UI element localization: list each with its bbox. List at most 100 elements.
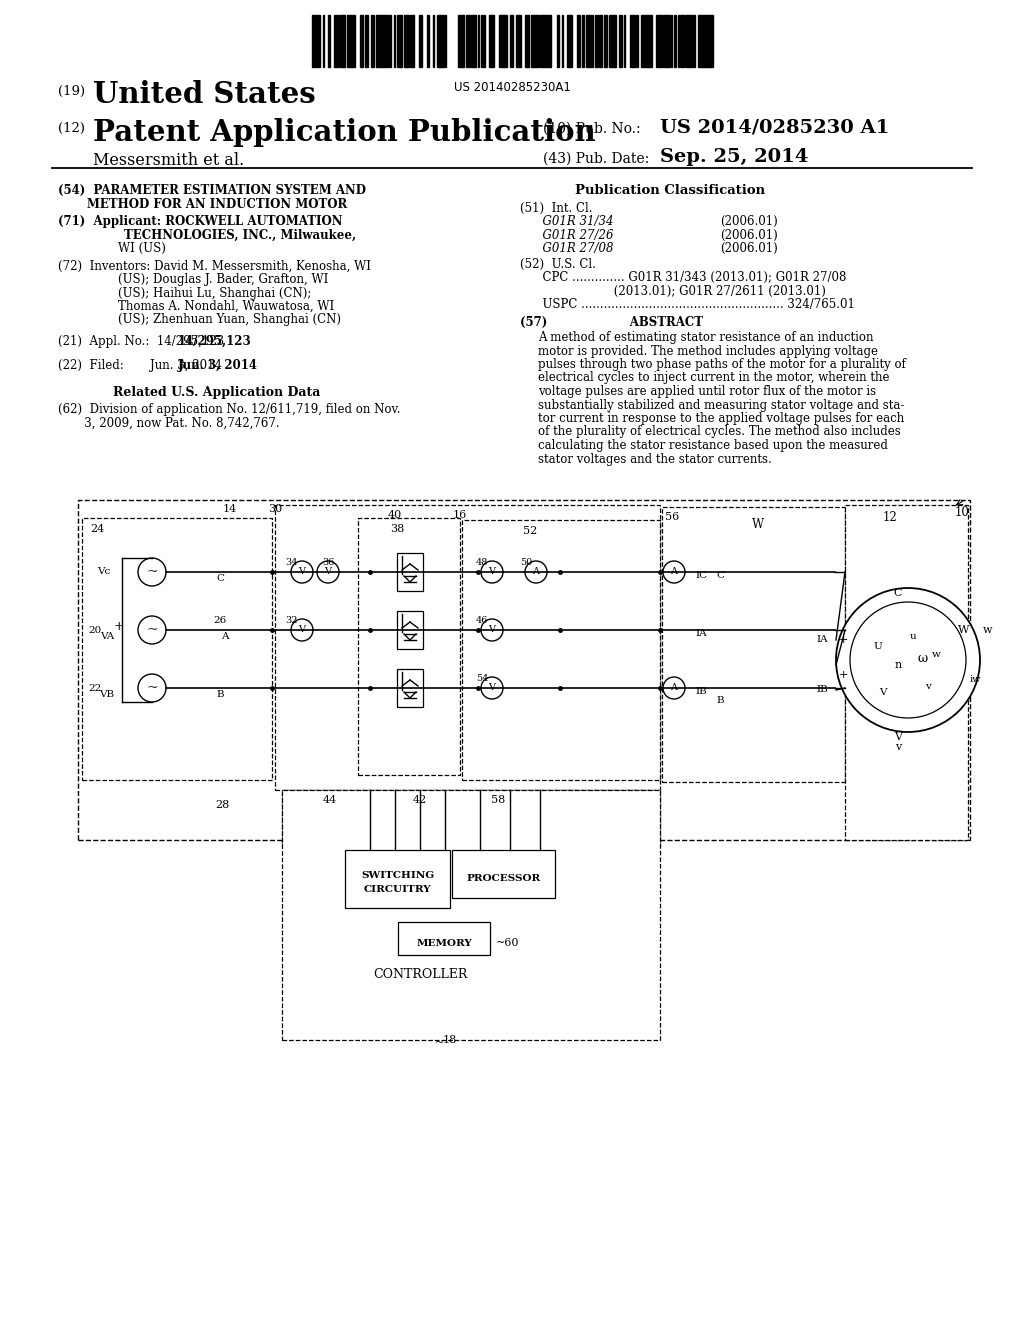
Text: US 2014/0285230 A1: US 2014/0285230 A1 xyxy=(660,117,890,136)
Text: Patent Application Publication: Patent Application Publication xyxy=(93,117,596,147)
Text: n: n xyxy=(894,660,901,671)
Bar xyxy=(570,15,572,67)
Bar xyxy=(649,15,651,67)
Text: 34: 34 xyxy=(286,558,298,568)
Bar xyxy=(397,669,423,708)
Bar xyxy=(458,15,461,67)
Bar xyxy=(397,553,423,591)
Text: VB: VB xyxy=(99,690,114,700)
Bar xyxy=(492,15,494,67)
Bar xyxy=(437,15,439,67)
Bar xyxy=(282,789,660,845)
Bar xyxy=(490,15,492,67)
Bar xyxy=(611,15,614,67)
Text: 32: 32 xyxy=(286,616,298,624)
Bar xyxy=(317,15,319,67)
Text: A: A xyxy=(532,568,540,577)
Bar xyxy=(542,15,545,67)
Bar xyxy=(499,15,502,67)
Bar xyxy=(282,789,660,1040)
Bar xyxy=(660,15,662,67)
Text: (62)  Division of application No. 12/611,719, filed on Nov.: (62) Division of application No. 12/611,… xyxy=(58,404,400,417)
Text: (10) Pub. No.:: (10) Pub. No.: xyxy=(543,121,641,136)
Text: A method of estimating stator resistance of an induction: A method of estimating stator resistance… xyxy=(538,331,873,345)
Text: A: A xyxy=(671,568,678,577)
Circle shape xyxy=(291,561,313,583)
Text: (22)  Filed:       Jun. 3, 2014: (22) Filed: Jun. 3, 2014 xyxy=(58,359,222,371)
Bar xyxy=(578,15,580,67)
Text: 38: 38 xyxy=(390,524,404,535)
Text: W: W xyxy=(958,624,970,635)
Bar xyxy=(636,15,638,67)
Text: +: + xyxy=(114,620,124,634)
Text: IB: IB xyxy=(816,685,828,694)
Text: V: V xyxy=(299,626,305,635)
Text: TECHNOLOGIES, INC., Milwaukee,: TECHNOLOGIES, INC., Milwaukee, xyxy=(58,228,356,242)
Text: 14: 14 xyxy=(223,504,238,513)
Bar xyxy=(633,15,635,67)
Text: stator voltages and the stator currents.: stator voltages and the stator currents. xyxy=(538,453,772,466)
Circle shape xyxy=(138,616,166,644)
Text: tor current in response to the applied voltage pulses for each: tor current in response to the applied v… xyxy=(538,412,904,425)
Circle shape xyxy=(138,558,166,586)
Text: V: V xyxy=(894,733,902,742)
Bar xyxy=(518,15,521,67)
Text: (21)  Appl. No.:  14/295,123: (21) Appl. No.: 14/295,123 xyxy=(58,335,224,348)
Text: 3, 2009, now Pat. No. 8,742,767.: 3, 2009, now Pat. No. 8,742,767. xyxy=(58,417,280,430)
Bar xyxy=(483,15,485,67)
Bar xyxy=(335,15,338,67)
Bar xyxy=(398,921,490,954)
Text: (72)  Inventors: David M. Messersmith, Kenosha, WI: (72) Inventors: David M. Messersmith, Ke… xyxy=(58,260,371,272)
Bar xyxy=(419,15,421,67)
Bar xyxy=(534,15,537,67)
Text: (US); Haihui Lu, Shanghai (CN);: (US); Haihui Lu, Shanghai (CN); xyxy=(58,286,311,300)
Circle shape xyxy=(663,677,685,700)
Text: 10: 10 xyxy=(955,506,970,519)
Text: (43) Pub. Date:: (43) Pub. Date: xyxy=(543,152,649,166)
Text: V: V xyxy=(880,688,887,697)
Bar xyxy=(427,15,429,67)
Text: V: V xyxy=(488,684,496,693)
Text: (2013.01); G01R 27/2611 (2013.01): (2013.01); G01R 27/2611 (2013.01) xyxy=(520,285,826,297)
Text: 58: 58 xyxy=(490,795,505,805)
Bar xyxy=(397,611,423,649)
Bar xyxy=(407,15,409,67)
Text: (US); Douglas J. Bader, Grafton, WI: (US); Douglas J. Bader, Grafton, WI xyxy=(58,273,329,286)
Bar xyxy=(502,15,504,67)
Text: (52)  U.S. Cl.: (52) U.S. Cl. xyxy=(520,257,596,271)
Circle shape xyxy=(836,587,980,733)
Text: V: V xyxy=(488,568,496,577)
Bar xyxy=(582,15,584,67)
Bar xyxy=(358,517,460,775)
Text: IA: IA xyxy=(695,630,707,638)
Bar xyxy=(631,15,633,67)
Bar xyxy=(366,15,368,67)
Text: W: W xyxy=(752,517,764,531)
Text: 54: 54 xyxy=(476,675,488,682)
Text: V: V xyxy=(325,568,332,577)
Bar xyxy=(504,15,506,67)
Bar xyxy=(339,15,341,67)
Bar xyxy=(350,15,353,67)
Text: (51)  Int. Cl.: (51) Int. Cl. xyxy=(520,202,593,214)
Text: Vc: Vc xyxy=(96,568,110,576)
Bar xyxy=(526,15,529,67)
Circle shape xyxy=(481,619,503,642)
Bar xyxy=(646,15,648,67)
Text: 28: 28 xyxy=(215,800,229,810)
Text: US 20140285230A1: US 20140285230A1 xyxy=(454,81,570,94)
Text: v: v xyxy=(925,682,931,690)
Text: of the plurality of electrical cycles. The method also includes: of the plurality of electrical cycles. T… xyxy=(538,425,901,438)
Text: Sep. 25, 2014: Sep. 25, 2014 xyxy=(660,148,808,166)
Bar xyxy=(711,15,713,67)
Bar xyxy=(708,15,710,67)
Bar xyxy=(531,15,534,67)
Bar xyxy=(378,15,381,67)
Bar xyxy=(82,517,272,780)
Bar xyxy=(657,15,660,67)
Text: +: + xyxy=(839,671,848,680)
Bar xyxy=(686,15,688,67)
Circle shape xyxy=(138,675,166,702)
Text: Related U.S. Application Data: Related U.S. Application Data xyxy=(113,385,321,399)
Text: 48: 48 xyxy=(476,558,488,568)
